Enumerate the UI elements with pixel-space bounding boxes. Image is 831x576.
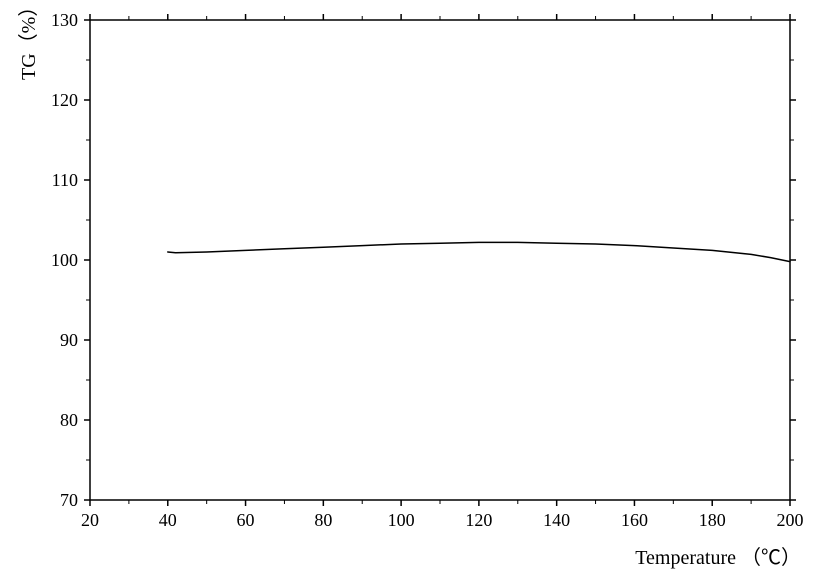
svg-text:120: 120 bbox=[51, 90, 78, 110]
chart-svg: 20 40 60 80 100 120 140 160 180 200 70 80 90 100 110 12… bbox=[0, 0, 831, 576]
svg-text:90: 90 bbox=[60, 330, 78, 350]
svg-text:60: 60 bbox=[237, 510, 255, 530]
svg-text:120: 120 bbox=[465, 510, 492, 530]
svg-text:100: 100 bbox=[388, 510, 415, 530]
svg-text:140: 140 bbox=[543, 510, 570, 530]
svg-text:70: 70 bbox=[60, 490, 78, 510]
svg-text:80: 80 bbox=[314, 510, 332, 530]
svg-text:180: 180 bbox=[699, 510, 726, 530]
svg-text:20: 20 bbox=[81, 510, 99, 530]
svg-text:130: 130 bbox=[51, 10, 78, 30]
svg-text:40: 40 bbox=[159, 510, 177, 530]
chart-container: TG（%） Temperature （℃） 204060801001201401… bbox=[0, 0, 831, 576]
svg-text:160: 160 bbox=[621, 510, 648, 530]
svg-text:110: 110 bbox=[52, 170, 78, 190]
tg-curve bbox=[168, 242, 790, 261]
svg-text:200: 200 bbox=[777, 510, 804, 530]
svg-text:80: 80 bbox=[60, 410, 78, 430]
svg-text:100: 100 bbox=[51, 250, 78, 270]
